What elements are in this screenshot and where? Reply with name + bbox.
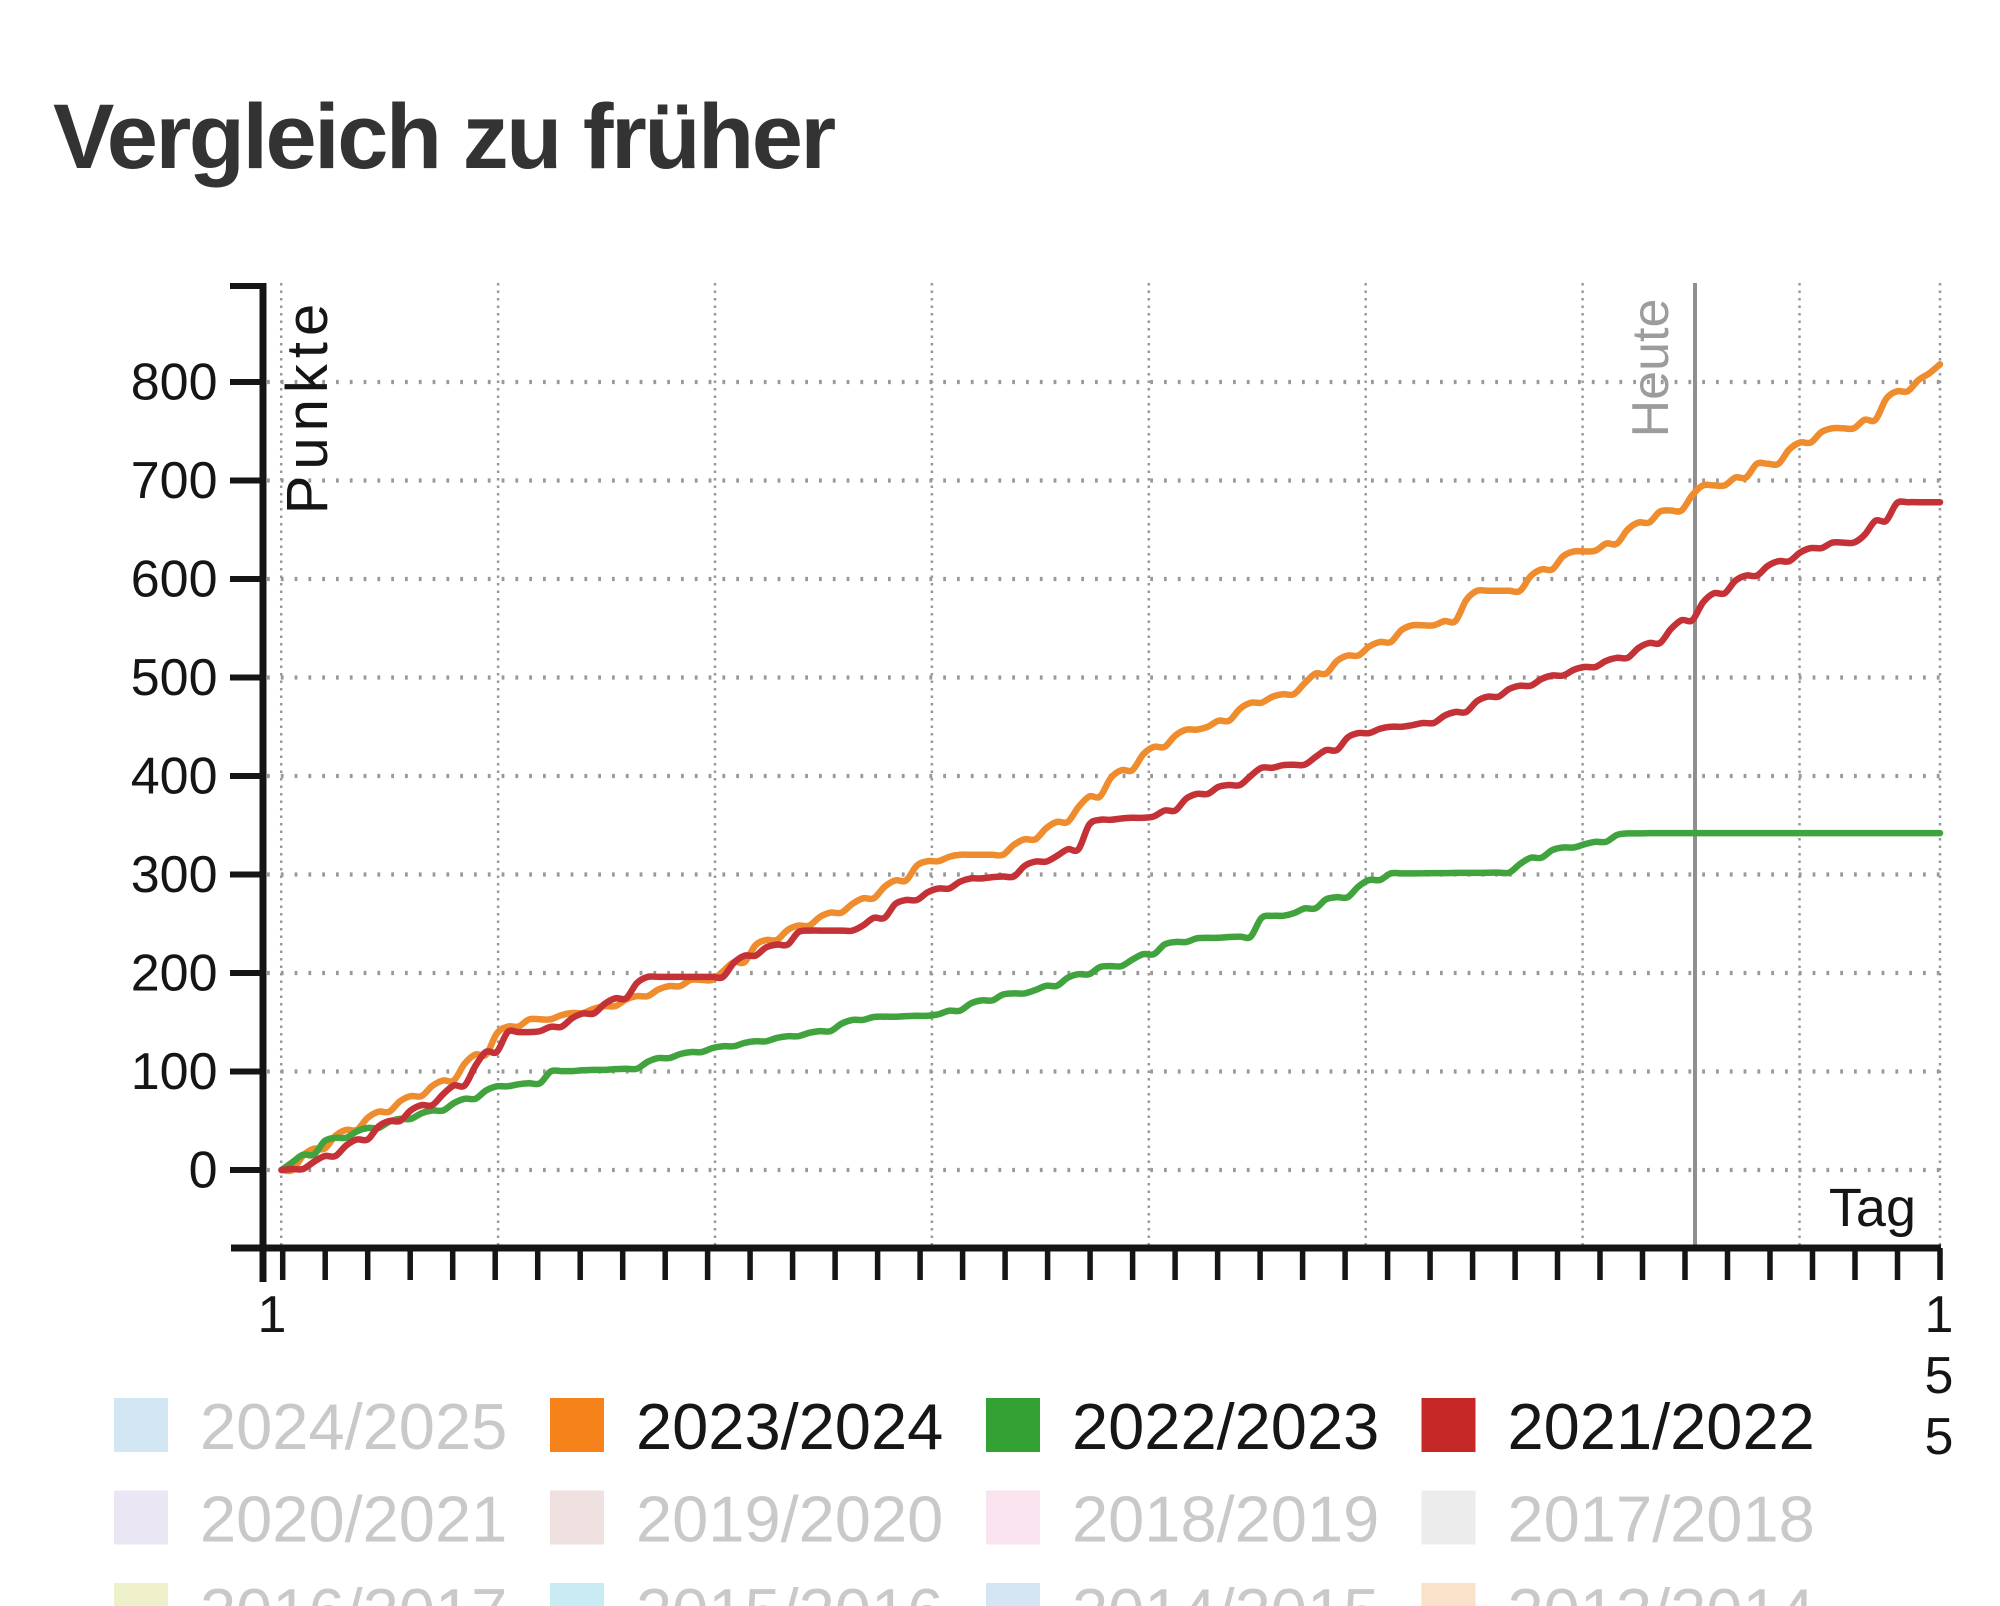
svg-text:2017/2018: 2017/2018 <box>1508 1483 1815 1556</box>
svg-text:Punkte: Punkte <box>275 298 340 515</box>
svg-text:2014/2015: 2014/2015 <box>1072 1575 1379 1606</box>
svg-text:600: 600 <box>131 551 218 609</box>
svg-text:2023/2024: 2023/2024 <box>636 1390 943 1463</box>
svg-text:2022/2023: 2022/2023 <box>1072 1390 1379 1463</box>
svg-text:200: 200 <box>131 945 218 1003</box>
svg-text:Vergleich zu früher: Vergleich zu früher <box>53 86 835 188</box>
svg-text:1: 1 <box>1925 1286 1954 1344</box>
svg-text:2024/2025: 2024/2025 <box>200 1390 507 1463</box>
svg-text:2013/2014: 2013/2014 <box>1508 1575 1815 1606</box>
svg-text:300: 300 <box>131 846 218 904</box>
svg-text:2016/2017: 2016/2017 <box>200 1575 507 1606</box>
svg-text:700: 700 <box>131 452 218 510</box>
svg-text:2018/2019: 2018/2019 <box>1072 1483 1379 1556</box>
svg-text:2020/2021: 2020/2021 <box>200 1483 507 1556</box>
svg-text:1: 1 <box>258 1286 287 1344</box>
svg-text:2015/2016: 2015/2016 <box>636 1575 943 1606</box>
svg-text:0: 0 <box>189 1142 218 1200</box>
svg-text:5: 5 <box>1925 1408 1954 1466</box>
svg-text:2021/2022: 2021/2022 <box>1508 1390 1815 1463</box>
svg-text:400: 400 <box>131 748 218 806</box>
svg-text:Tag: Tag <box>1829 1178 1916 1238</box>
svg-text:2019/2020: 2019/2020 <box>636 1483 943 1556</box>
svg-text:Heute: Heute <box>1622 299 1680 438</box>
svg-text:100: 100 <box>131 1043 218 1101</box>
svg-text:800: 800 <box>131 354 218 412</box>
svg-text:5: 5 <box>1925 1347 1954 1405</box>
svg-text:500: 500 <box>131 649 218 707</box>
